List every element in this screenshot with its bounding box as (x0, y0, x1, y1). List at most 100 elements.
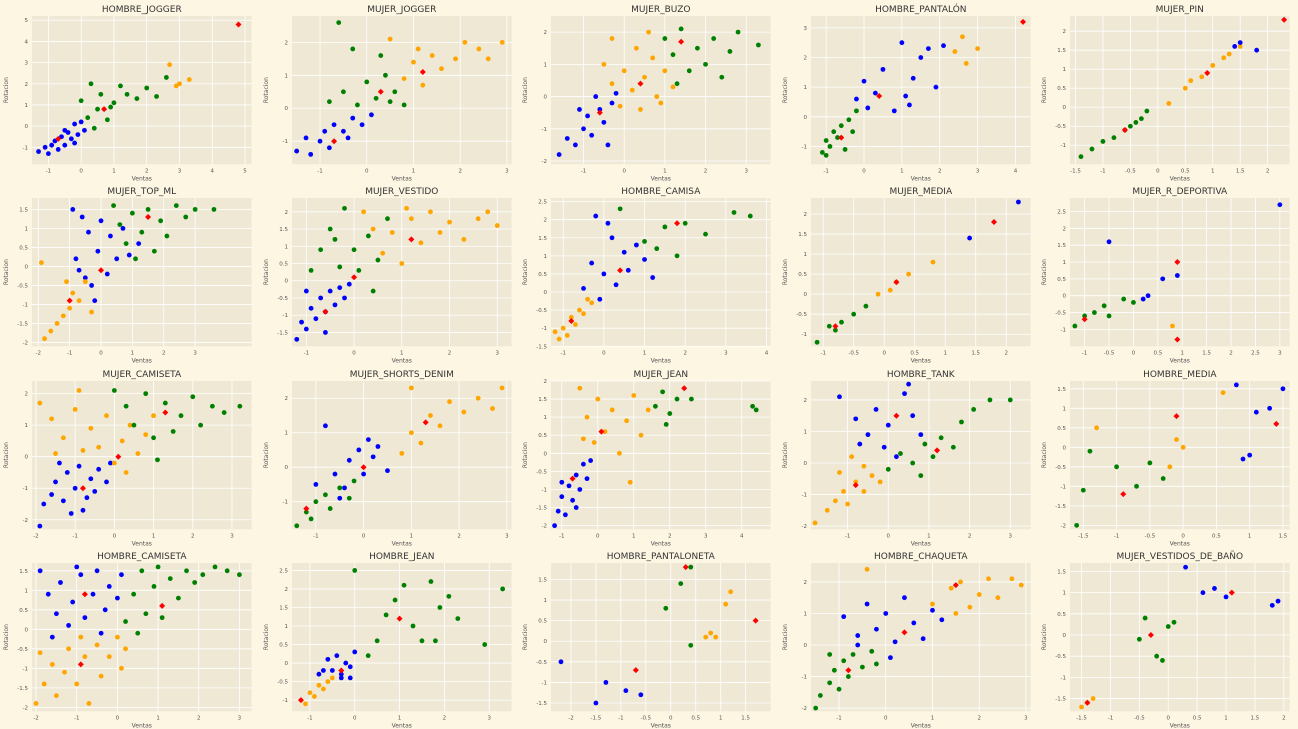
y-tick-label: 0.5 (279, 642, 288, 648)
y-tick-label: 0.5 (798, 272, 807, 278)
y-tick-label: -0.5 (536, 308, 547, 314)
plot-area (1070, 198, 1290, 347)
x-tick-label: 4 (1014, 168, 1018, 174)
scatter-point (713, 634, 719, 640)
y-tick-label: -0.5 (1056, 124, 1067, 130)
y-tick-label: 2 (1063, 29, 1067, 35)
scatter-point (958, 419, 964, 424)
scatter-point (573, 504, 579, 510)
scatter-point (855, 632, 860, 638)
centroid-marker (681, 384, 688, 391)
scatter-point (1212, 585, 1218, 591)
scatter-point (670, 52, 676, 58)
centroid-marker (852, 481, 859, 488)
scatter-point (111, 100, 117, 106)
scatter-point (918, 431, 923, 437)
scatter-point (186, 77, 192, 82)
scatter-point (134, 96, 140, 101)
scatter-point (1074, 522, 1080, 528)
scatter-point (966, 235, 972, 241)
scatter-point (94, 642, 100, 648)
y-tick-label: 0 (25, 265, 29, 271)
y-tick-label: -0.5 (17, 647, 28, 653)
scatter-point (601, 61, 607, 67)
x-tick-label: -0.5 (848, 351, 859, 357)
scatter-point (950, 444, 956, 450)
scatter-point (1133, 120, 1139, 125)
scatter-point (708, 630, 714, 636)
scatter-point (78, 98, 84, 104)
scatter-point (974, 46, 980, 52)
x-tick-label: 1.5 (971, 351, 980, 357)
scatter-point (96, 444, 102, 450)
scatter-point (370, 453, 376, 459)
scatter-point (1111, 135, 1117, 141)
scatter-point (1221, 389, 1226, 395)
y-tick-label: 1 (1063, 67, 1067, 73)
scatter-point (211, 207, 217, 213)
scatter-point (325, 678, 330, 684)
chart-title: HOMBRE_CAMISA (621, 187, 701, 197)
scatter-point (317, 295, 323, 301)
x-tick-label: 0 (353, 715, 357, 721)
y-tick-label: 2 (284, 396, 288, 402)
x-tick-label: 2 (457, 533, 461, 539)
scatter-point (346, 457, 352, 463)
scatter-point (609, 100, 615, 106)
scatter-point (49, 142, 55, 148)
scatter-chart: -1 0 1 2 3 4 -2 -1.5 -1 -0.5 0 0.5 1 1.5 2 MUJER_JEAN Ve… (522, 370, 771, 547)
y-tick-label: 1.5 (19, 208, 28, 214)
scatter-point (70, 290, 76, 296)
y-tick-label: 2 (25, 82, 29, 88)
y-tick-label: -1 (542, 326, 547, 332)
scatter-point (375, 257, 380, 263)
scatter-point (139, 230, 145, 235)
scatter-point (82, 653, 88, 659)
scatter-point (905, 271, 911, 277)
scatter-point (321, 128, 327, 134)
scatter-point (76, 387, 82, 393)
y-tick-label: -1 (801, 492, 806, 498)
y-tick-label: 2 (284, 40, 288, 46)
scatter-point (415, 46, 421, 52)
scatter-point (1188, 78, 1194, 84)
scatter-point (356, 268, 361, 274)
scatter-point (850, 651, 856, 657)
scatter-point (41, 501, 47, 506)
y-tick-label: -1 (282, 499, 287, 505)
scatter-point (601, 271, 607, 277)
scatter-point (1091, 695, 1096, 701)
scatter-point (638, 692, 644, 697)
scatter-chart: -1.5 -1 -0.5 0 0.5 1 1.5 2 -1.5 -1 -0.5 0 0.5 1 1.5 MUJ… (1041, 551, 1290, 729)
x-tick-label: 3 (1278, 351, 1282, 357)
scatter-point (1181, 444, 1186, 450)
y-tick-label: 5 (25, 18, 29, 24)
centroid-marker (66, 297, 73, 304)
x-tick-label: -1 (559, 533, 564, 539)
centroid-marker (990, 219, 997, 226)
scatter-point (674, 81, 680, 87)
scatter-point (338, 671, 344, 677)
scatter-point (653, 403, 658, 409)
x-tick-label: 2 (704, 168, 708, 174)
scatter-point (347, 675, 353, 681)
y-tick-label: 1 (284, 245, 288, 251)
centroid-marker (617, 267, 624, 274)
plot-area (810, 16, 1031, 165)
y-axis-label: Rotacion (1041, 77, 1048, 103)
centroid-marker (1120, 490, 1127, 497)
scatter-point (948, 585, 954, 591)
x-tick-label: 2 (1230, 351, 1234, 357)
scatter-point (593, 213, 599, 219)
scatter-point (849, 453, 854, 459)
centroid-marker (337, 667, 344, 674)
scatter-point (873, 661, 879, 667)
scatter-point (104, 271, 110, 277)
scatter-point (475, 395, 481, 401)
x-tick-label: 1 (943, 351, 947, 357)
scatter-point (91, 125, 97, 131)
scatter-point (418, 240, 423, 246)
scatter-point (627, 479, 633, 485)
x-tick-label: 1.5 (741, 715, 750, 721)
scatter-point (1007, 397, 1013, 402)
